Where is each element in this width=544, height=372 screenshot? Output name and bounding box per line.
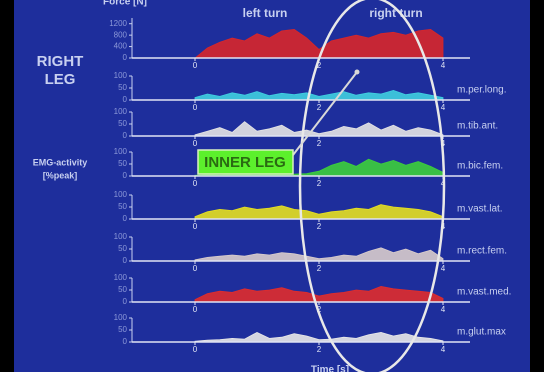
x-tick-label: 0 [193, 264, 198, 273]
x-tick-label: 2 [317, 222, 322, 231]
y-tick-label: 100 [114, 107, 128, 116]
x-tick-label: 2 [317, 264, 322, 273]
muscle-label: m.bic.fem. [457, 161, 503, 172]
right-leg-label: RIGHT [37, 53, 84, 70]
emg-label: EMG-activity [33, 157, 88, 167]
y-tick-label: 50 [118, 202, 127, 211]
arrow-head [354, 69, 360, 75]
signal-area [194, 247, 444, 262]
right-leg-label: LEG [45, 71, 76, 88]
signal-area [194, 331, 444, 343]
muscle-label: m.tib.ant. [457, 121, 498, 132]
y-tick-label: 0 [123, 256, 128, 265]
x-tick-label: 2 [317, 305, 322, 314]
x-tick-label: 2 [317, 103, 322, 112]
y-tick-label: 50 [118, 244, 127, 253]
y-tick-label: 100 [114, 190, 128, 199]
x-tick-label: 4 [441, 103, 446, 112]
muscle-label: m.vast.med. [457, 287, 511, 298]
muscle-label: m.per.long. [457, 85, 506, 96]
signal-area [194, 89, 444, 101]
x-tick-label: 2 [317, 61, 322, 70]
y-tick-label: 0 [123, 214, 128, 223]
y-tick-label: 100 [114, 147, 128, 156]
emg-label: [%peak] [43, 170, 78, 180]
y-tick-label: 100 [114, 313, 128, 322]
x-tick-label: 0 [193, 345, 198, 354]
signal-area [194, 121, 444, 137]
x-tick-label: 2 [317, 345, 322, 354]
y-tick-label: 0 [123, 297, 128, 306]
muscle-label: m.vast.lat. [457, 204, 503, 215]
x-tick-label: 0 [193, 103, 198, 112]
right-turn-label: right turn [369, 6, 422, 20]
y-tick-label: 800 [114, 30, 128, 39]
y-tick-label: 50 [118, 159, 127, 168]
x-tick-label: 4 [441, 61, 446, 70]
y-tick-label: 50 [118, 83, 127, 92]
y-tick-label: 1200 [109, 19, 127, 28]
x-tick-label: 0 [193, 179, 198, 188]
highlight-ellipse [298, 0, 446, 372]
y-tick-label: 0 [123, 131, 128, 140]
left-turn-label: left turn [243, 6, 288, 20]
x-tick-label: 4 [441, 345, 446, 354]
x-tick-label: 0 [193, 222, 198, 231]
x-tick-label: 0 [193, 305, 198, 314]
inner-leg-box [197, 149, 294, 175]
y-tick-label: 50 [118, 119, 127, 128]
y-tick-label: 50 [118, 325, 127, 334]
arrow-line [292, 71, 358, 156]
muscle-label: m.rect.fem. [457, 246, 507, 257]
x-tick-label: 0 [193, 139, 198, 148]
inner-leg-label: INNER LEG [204, 154, 286, 171]
muscle-label: m.glut.max [457, 327, 506, 338]
x-tick-label: 2 [317, 179, 322, 188]
y-tick-label: 0 [123, 53, 128, 62]
signal-area [194, 285, 444, 303]
y-axis-label: Force [N] [103, 0, 147, 8]
y-tick-label: 0 [123, 95, 128, 104]
signal-area [193, 28, 444, 59]
x-tick-label: 2 [317, 139, 322, 148]
x-tick-label: 0 [193, 61, 198, 70]
signal-area [194, 204, 444, 220]
y-tick-label: 0 [123, 171, 128, 180]
y-tick-label: 100 [114, 273, 128, 282]
x-tick-label: 4 [441, 305, 446, 314]
y-tick-label: 100 [114, 71, 128, 80]
y-tick-label: 50 [118, 285, 127, 294]
x-tick-label: 4 [441, 264, 446, 273]
x-axis-label: Time [s] [311, 365, 349, 372]
y-tick-label: 400 [114, 42, 128, 51]
y-tick-label: 0 [123, 337, 128, 346]
y-tick-label: 100 [114, 232, 128, 241]
